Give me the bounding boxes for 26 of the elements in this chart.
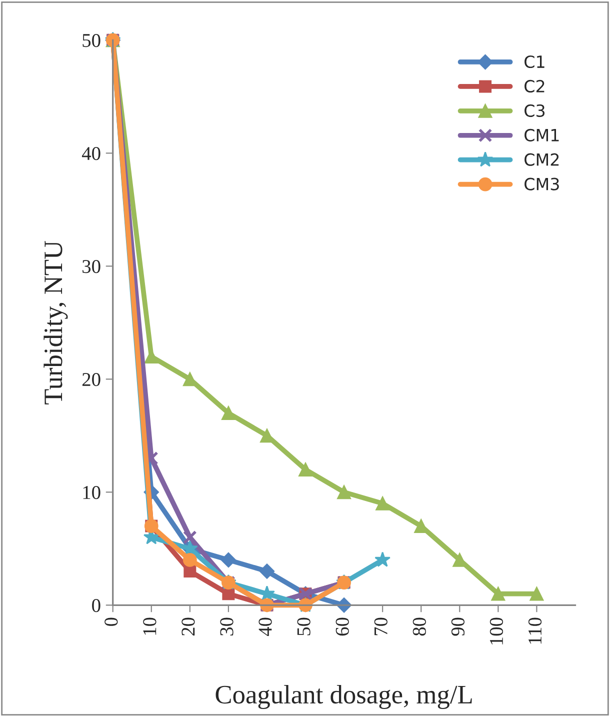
x-tick-label: 90 [451,618,464,636]
x-tick-label: 10 [143,618,156,635]
x-tick-label: 40 [258,618,272,636]
y-tick-label: 50 [82,34,100,48]
x-tick-label: 30 [220,618,234,636]
y-tick-label: 20 [82,372,100,386]
y-tick-label: 30 [82,260,100,274]
y-tick-label: 10 [83,486,100,500]
x-tick-label: 20 [182,618,195,636]
x-tick-label: 60 [336,618,349,636]
x-tick-label: 80 [412,618,426,636]
x-tick-label: 100 [490,618,504,644]
legend-label: C3 [524,104,545,117]
x-tick-label: 70 [374,618,388,636]
legend-label: CM2 [524,153,559,166]
y-tick-label: 40 [82,146,100,160]
x-tick-label: 50 [297,618,310,636]
legend-label: CM1 [524,128,559,142]
legend-label: CM3 [524,178,559,190]
x-axis-title: Coagulant dosage, mg/L [216,685,472,710]
x-tick-label: 110 [528,618,542,644]
legend-label: C2 [524,80,544,93]
legend-label: C1 [524,55,544,68]
y-tick-label: 0 [92,598,100,612]
x-tick-label: 0 [104,618,118,626]
y-axis-title: Turbidity, NTU [44,240,68,404]
